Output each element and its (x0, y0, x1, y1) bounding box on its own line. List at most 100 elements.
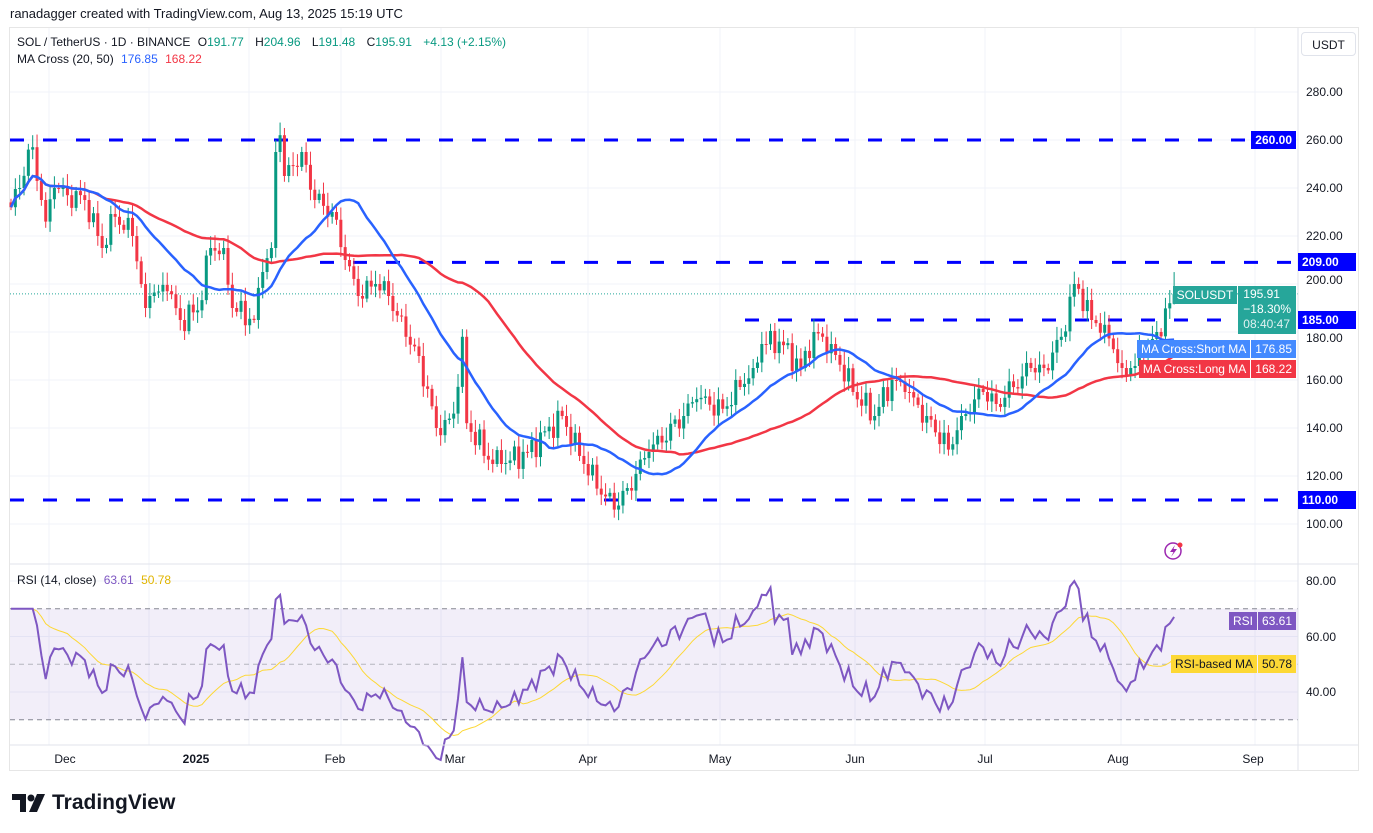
candle-body (404, 316, 408, 337)
candle-body (656, 435, 660, 445)
candle-body (495, 450, 499, 464)
close-label: C (366, 35, 376, 49)
candle-body (18, 188, 22, 190)
rsi-line (11, 579, 1175, 762)
candle-body (222, 248, 226, 255)
candle-body (890, 380, 894, 402)
candle-body (426, 386, 430, 389)
level-tag-185: 185.00 (1298, 311, 1356, 329)
ma-long-value: 168.22 (165, 52, 202, 66)
candle-body (986, 392, 989, 402)
rsi-group: RSI 63.61 (1228, 612, 1296, 630)
candle-body (26, 149, 30, 176)
ma-long-line (9, 174, 1175, 456)
symbol-tag: SOLUSDT (1172, 286, 1238, 304)
candle-body (925, 416, 929, 423)
candle-body (1124, 368, 1128, 376)
candle-body (456, 386, 460, 414)
candle-body (1072, 284, 1076, 297)
ma-long-value-tag: 168.22 (1251, 360, 1296, 378)
candle-body (122, 224, 126, 230)
candle-body (447, 418, 451, 420)
candle-body (929, 416, 933, 420)
moving-averages (9, 174, 1175, 476)
candle-body (1163, 308, 1167, 337)
level-tag-110: 110.00 (1298, 491, 1356, 509)
ma-short-value: 176.85 (121, 52, 158, 66)
candle-body (912, 392, 916, 398)
candle-body (512, 446, 516, 461)
candle-body (421, 356, 425, 387)
candle-body (994, 393, 998, 404)
ma-long-name-tag: MA Cross:Long MA (1138, 360, 1251, 378)
candle-body (569, 426, 573, 445)
symbol-legend[interactable]: SOL / TetherUS · 1D · BINANCE O191.77 H2… (17, 35, 510, 49)
candle-body (729, 404, 733, 407)
candle-body (855, 392, 859, 400)
ma-legend[interactable]: MA Cross (20, 50) 176.85 168.22 (17, 52, 206, 66)
symbol-name[interactable]: SOL / TetherUS · 1D · BINANCE (17, 35, 191, 49)
candle-body (61, 187, 65, 190)
candle-body (308, 164, 312, 190)
candle-body (395, 311, 399, 316)
candle-body (256, 287, 260, 320)
candle-body (413, 344, 417, 347)
candle-body (682, 416, 686, 429)
candle-body (955, 430, 959, 445)
candle-body (1103, 324, 1107, 333)
candle-body (74, 191, 78, 208)
price-tick: 120.00 (1306, 469, 1343, 483)
candle-body (1029, 362, 1033, 368)
candle-body (1033, 368, 1037, 373)
candle-body (790, 343, 794, 372)
candle-body (1116, 349, 1120, 364)
price-tick: 220.00 (1306, 229, 1343, 243)
candle-body (999, 404, 1003, 407)
candle-body (504, 462, 508, 464)
candle-body (565, 416, 569, 427)
alert-bolt-icon[interactable] (1164, 542, 1183, 560)
candle-body (786, 343, 790, 346)
rsi-tick: 60.00 (1306, 629, 1337, 644)
candle-body (608, 492, 612, 497)
candle-body (825, 336, 829, 354)
candle-body (799, 358, 803, 368)
candle-body (200, 300, 204, 311)
candle-body (408, 336, 412, 345)
candle-body (942, 432, 946, 445)
candle-body (634, 473, 638, 491)
rsi-name-tag: RSI (1228, 612, 1257, 630)
candle-body (972, 399, 976, 414)
ma-title[interactable]: MA Cross (20, 50) (17, 52, 114, 66)
rsi-legend[interactable]: RSI (14, close) 63.61 50.78 (17, 573, 175, 587)
candle-body (517, 446, 521, 469)
candle-body (677, 419, 681, 429)
candle-body (525, 451, 529, 453)
candle-body (104, 244, 108, 248)
candle-body (617, 505, 621, 510)
currency-button[interactable]: USDT (1301, 32, 1356, 56)
candle-body (990, 393, 994, 402)
ma-long-group: MA Cross:Long MA 168.22 (1138, 360, 1296, 378)
candle-body (1064, 331, 1068, 337)
candle-body (821, 333, 825, 337)
candle-body (673, 419, 677, 424)
candle-body (187, 304, 191, 332)
rsi-title[interactable]: RSI (14, close) (17, 573, 97, 587)
candle-body (317, 193, 321, 200)
ma-short-name-tag: MA Cross:Short MA (1136, 340, 1251, 358)
tradingview-logo[interactable]: TradingView (12, 791, 175, 815)
candle-body (1120, 363, 1124, 368)
candle-body (842, 364, 846, 382)
candle-body (651, 444, 655, 452)
candle-body (964, 414, 968, 416)
candle-body (920, 404, 924, 423)
candle-body (326, 205, 330, 217)
candle-body (78, 191, 82, 196)
candle-body (595, 464, 599, 489)
candle-body (933, 419, 937, 433)
candle-body (482, 429, 486, 456)
candle-body (508, 460, 512, 463)
candle-body (721, 399, 725, 409)
